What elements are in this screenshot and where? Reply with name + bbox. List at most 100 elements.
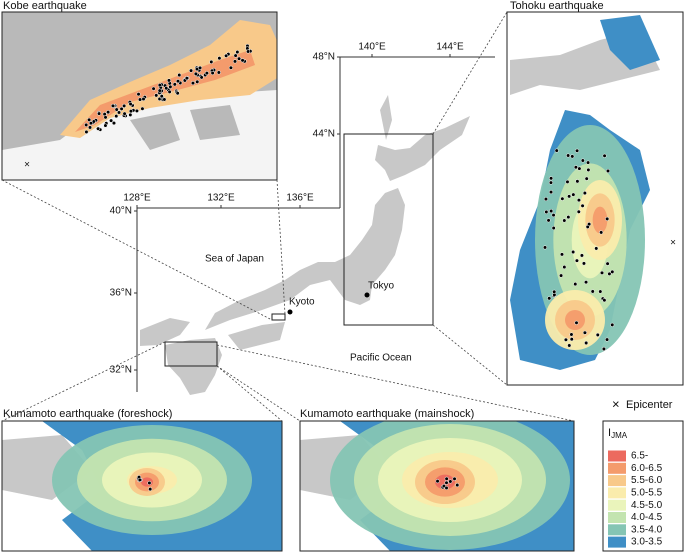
sea-label: Pacific Ocean <box>350 353 412 364</box>
main-map: 128°E 132°E 136°E 140°E 144°E 48°N 44°N 40°N 36°… <box>110 42 495 395</box>
station <box>111 121 117 126</box>
station <box>237 56 242 61</box>
station <box>103 115 108 120</box>
station <box>177 73 182 78</box>
land <box>228 322 285 350</box>
station <box>567 343 572 348</box>
intensity-area <box>592 206 608 234</box>
station <box>224 53 229 58</box>
station <box>566 153 571 158</box>
station <box>128 112 133 117</box>
station <box>162 97 167 102</box>
station <box>581 261 587 266</box>
connector <box>432 11 508 135</box>
station <box>560 196 565 201</box>
land <box>140 318 190 346</box>
station <box>587 222 592 227</box>
station <box>147 480 152 486</box>
tohoku-box <box>343 133 434 326</box>
kobe-map: × <box>2 12 277 180</box>
station <box>140 106 145 111</box>
station <box>571 249 576 255</box>
station <box>103 123 108 128</box>
station <box>189 68 194 73</box>
legend-label: 5.5-6.0 <box>631 475 663 486</box>
station <box>228 65 233 70</box>
legend-label: 6.5- <box>631 451 648 462</box>
station <box>605 168 611 174</box>
station <box>610 269 615 274</box>
station <box>116 110 122 115</box>
station <box>195 79 200 84</box>
station <box>598 289 603 294</box>
station <box>88 121 94 126</box>
connector <box>432 324 508 386</box>
lat-label: 40°N <box>110 206 132 217</box>
mainshock-frame <box>299 420 575 552</box>
panel-title: Kobe earthquake <box>3 0 87 12</box>
station <box>159 94 164 99</box>
lat-label: 48°N <box>313 52 335 63</box>
city-label: Kyoto <box>289 297 315 308</box>
station <box>210 70 215 76</box>
land <box>375 116 470 181</box>
legend-label: 3.0-3.5 <box>631 537 663 548</box>
station <box>563 337 568 342</box>
station <box>577 166 582 171</box>
station <box>569 332 574 337</box>
station <box>573 165 578 170</box>
intensity-area <box>565 310 585 330</box>
station <box>175 79 181 84</box>
station <box>605 261 610 266</box>
station <box>233 53 238 58</box>
kumamoto-box <box>164 341 218 367</box>
station <box>452 476 457 481</box>
station <box>106 110 111 115</box>
station <box>199 75 204 80</box>
station <box>97 111 102 116</box>
station <box>584 340 589 345</box>
station <box>134 108 139 113</box>
station <box>122 111 127 116</box>
station <box>122 103 127 108</box>
station <box>166 78 172 83</box>
legend-label: 6.0-6.5 <box>631 463 663 474</box>
station <box>554 148 559 153</box>
station <box>590 289 595 294</box>
station <box>543 197 548 202</box>
lat-label: 32°N <box>110 365 132 376</box>
station <box>157 83 162 88</box>
station <box>114 107 119 112</box>
station <box>193 71 198 76</box>
station <box>582 330 587 335</box>
station <box>576 198 581 203</box>
station <box>119 106 124 111</box>
station <box>586 160 591 165</box>
station <box>137 97 143 102</box>
legend-swatch <box>608 536 626 548</box>
foreshock-map <box>2 421 282 551</box>
station <box>204 71 209 76</box>
connector <box>216 344 575 422</box>
legend-swatch <box>608 499 626 511</box>
station <box>546 218 551 223</box>
station <box>548 190 554 195</box>
legend-swatch <box>608 462 626 474</box>
station <box>246 49 251 54</box>
station <box>602 153 607 158</box>
station <box>595 332 600 337</box>
station <box>128 101 133 107</box>
legend-swatch <box>608 475 626 487</box>
station <box>567 194 572 199</box>
station <box>240 58 245 63</box>
legend-label: 4.5-5.0 <box>631 500 663 511</box>
station <box>582 191 587 196</box>
station <box>435 479 440 484</box>
station <box>114 114 119 119</box>
tohoku-map: × <box>507 12 683 385</box>
station <box>455 483 460 488</box>
legend-label: 3.5-4.0 <box>631 524 663 535</box>
station <box>559 273 564 278</box>
station <box>235 50 240 55</box>
land <box>380 95 392 140</box>
